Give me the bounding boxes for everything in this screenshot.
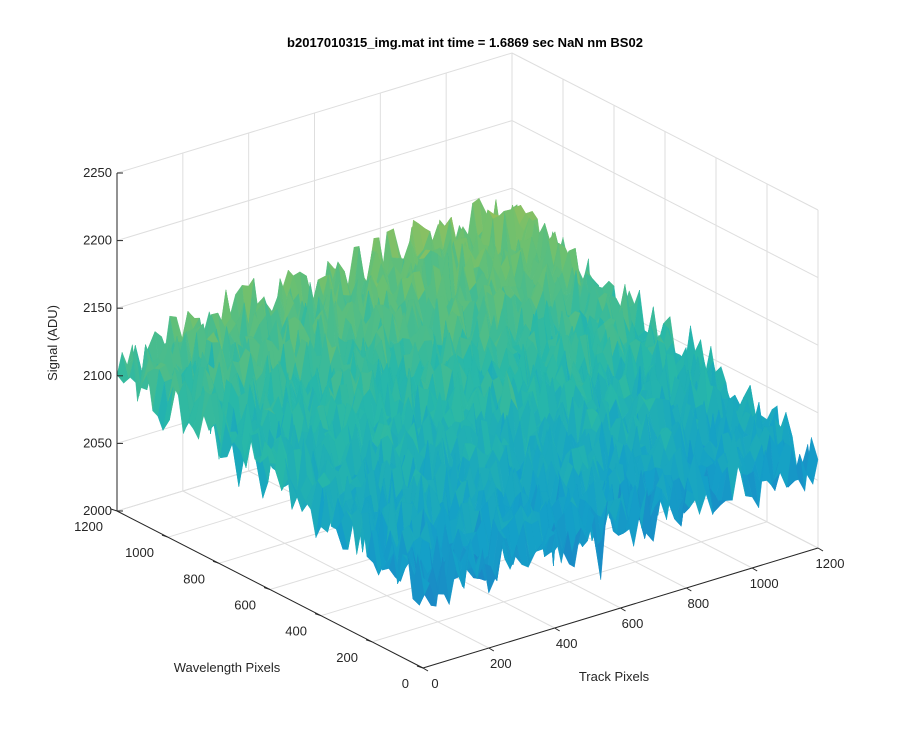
- y-tick-label: 1000: [125, 545, 154, 560]
- x-axis-label: Track Pixels: [579, 669, 650, 684]
- back-wall-grid-line: [116, 120, 513, 242]
- y-tick-label: 800: [183, 571, 205, 586]
- back-wall-grid-line: [116, 52, 513, 174]
- y-tick-label: 1200: [74, 519, 103, 534]
- x-tick-label: 1200: [816, 556, 845, 571]
- y-axis-label: Wavelength Pixels: [174, 660, 281, 675]
- x-tick-label: 200: [490, 656, 512, 671]
- tick-labels: 0 200 400 600 800 1000 1200 0 200 400 600 800 1000 12…: [74, 165, 844, 691]
- y-tick-mark: [314, 613, 322, 617]
- z-tick-label: 2250: [83, 165, 112, 180]
- surface-patch: [417, 553, 430, 596]
- chart-title: b2017010315_img.mat int time = 1.6869 se…: [287, 35, 643, 50]
- x-tick-mark: [817, 547, 824, 552]
- z-axis-label: Signal (ADU): [45, 305, 60, 381]
- x-tick-mark: [488, 647, 495, 652]
- y-tick-mark: [110, 508, 118, 512]
- x-tick-label: 0: [431, 676, 438, 691]
- z-tick-label: 2150: [83, 300, 112, 315]
- x-tick-label: 400: [556, 636, 578, 651]
- z-tick-label: 2000: [83, 503, 112, 518]
- z-tick-label: 2100: [83, 368, 112, 383]
- surface-layer: [116, 197, 819, 607]
- y-tick-label: 600: [234, 598, 256, 613]
- y-tick-mark: [416, 665, 424, 669]
- back-wall-grid-line: [116, 187, 513, 309]
- side-wall-grid-line: [511, 120, 819, 279]
- x-tick-mark: [686, 587, 692, 592]
- x-tick-label: 800: [687, 596, 709, 611]
- x-tick-mark: [751, 567, 758, 572]
- axis-layer: [110, 172, 824, 672]
- floor-grid-line: [371, 521, 768, 643]
- y-tick-label: 200: [336, 650, 358, 665]
- side-wall-grid-line: [511, 52, 819, 211]
- y-tick-label: 0: [402, 676, 409, 691]
- z-tick-label: 2200: [83, 233, 112, 248]
- x-tick-mark: [554, 627, 560, 632]
- z-tick-label: 2050: [83, 435, 112, 450]
- y-tick-mark: [365, 639, 373, 643]
- side-wall-grid-line: [511, 187, 819, 346]
- x-tick-label: 1000: [750, 576, 779, 591]
- x-tick-mark: [620, 607, 626, 612]
- y-tick-mark: [263, 587, 271, 590]
- x-tick-mark: [422, 667, 429, 672]
- y-tick-label: 400: [285, 624, 307, 639]
- x-tick-label: 600: [622, 616, 644, 631]
- y-tick-mark: [161, 534, 169, 538]
- y-tick-mark: [212, 560, 220, 564]
